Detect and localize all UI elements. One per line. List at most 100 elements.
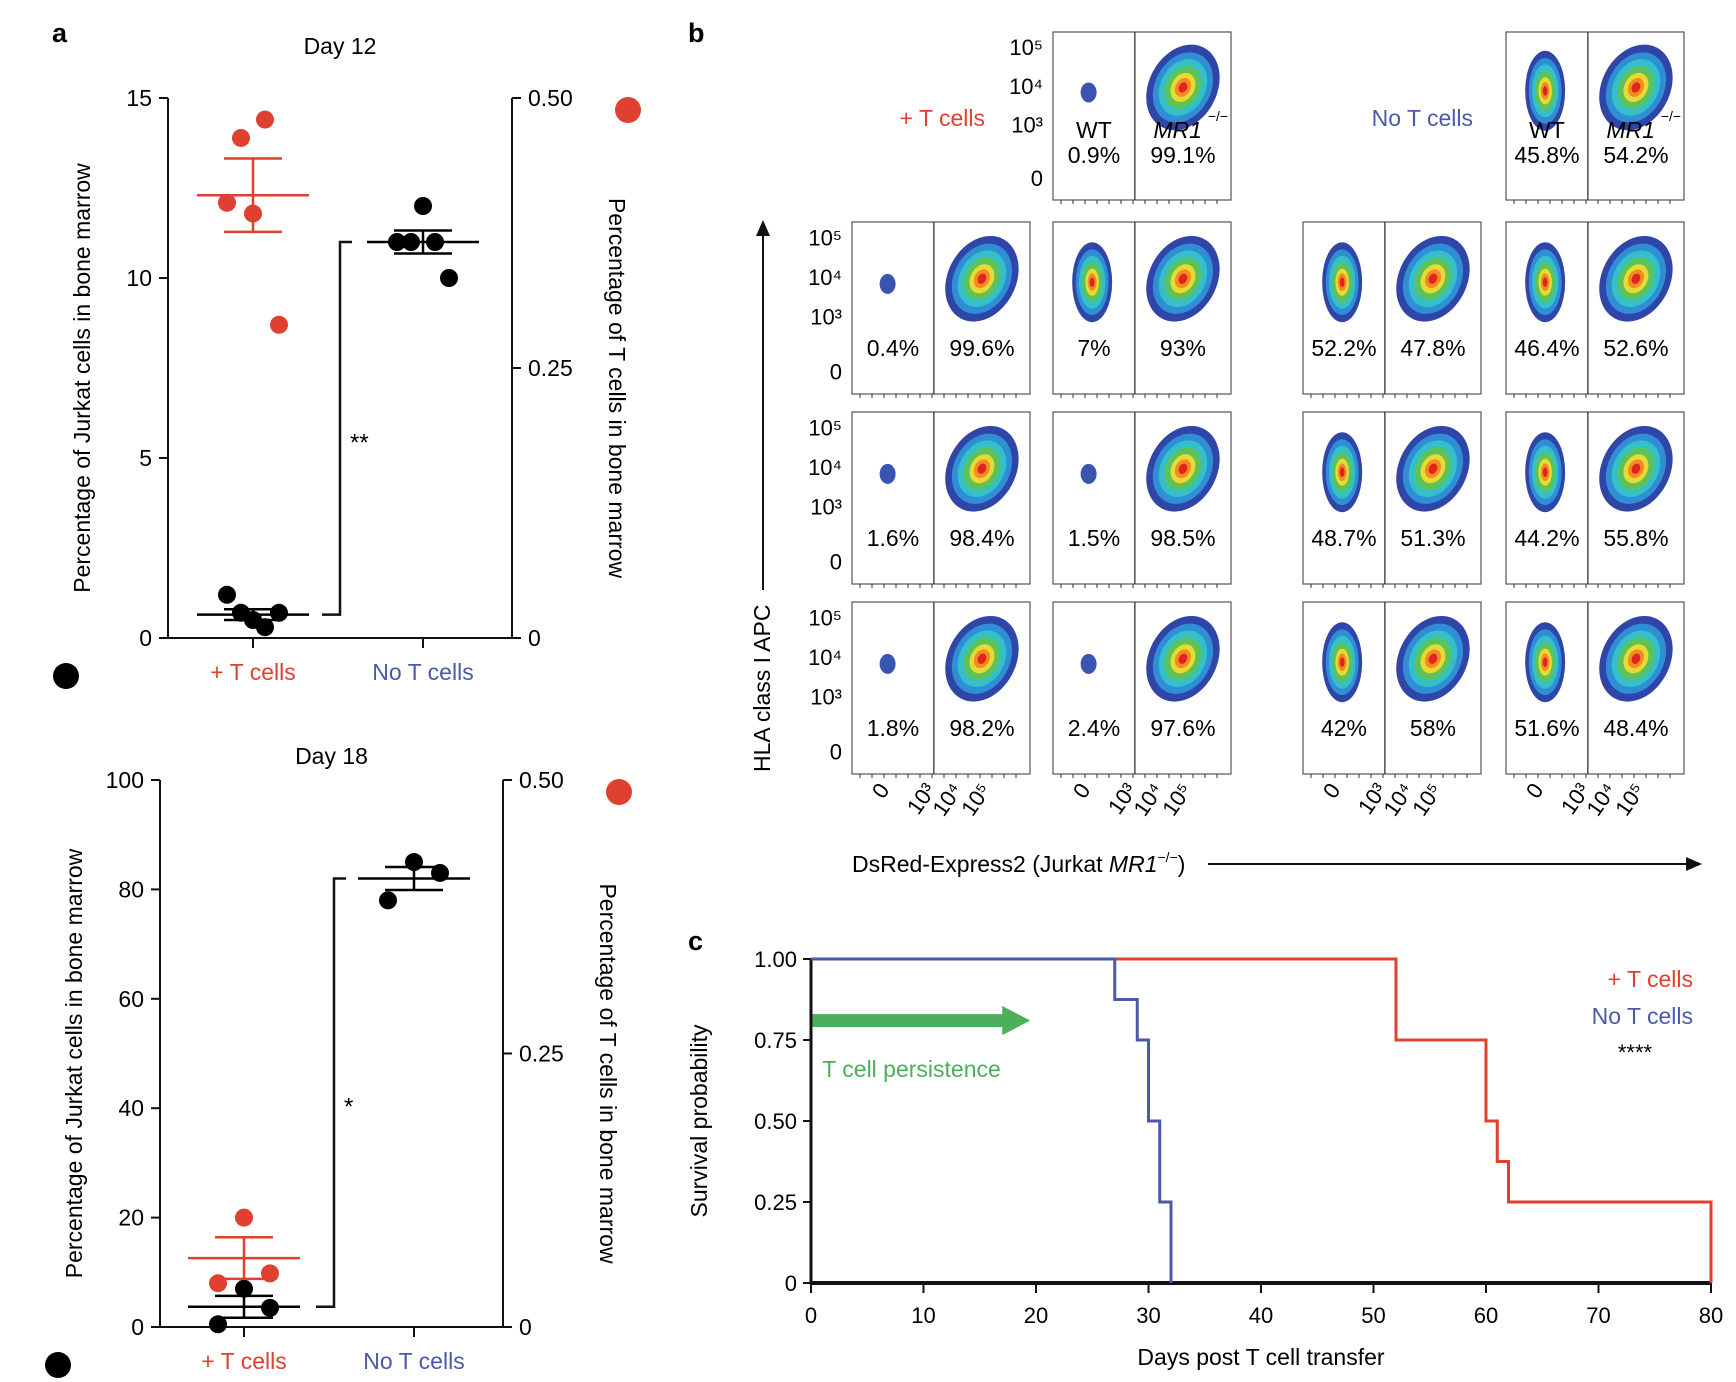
flow-plot: 48.7% 51.3% <box>1302 411 1482 588</box>
y-tick-label: 0 <box>830 550 842 575</box>
mr1-population <box>945 615 1019 702</box>
wt-percentage: 0.4% <box>867 335 919 361</box>
x-tick-label: 50 <box>1361 1303 1385 1328</box>
density-contour <box>1178 463 1188 474</box>
group-label-t-cells: + T cells <box>900 105 985 131</box>
mr1-percentage: 99.6% <box>949 335 1014 361</box>
data-point <box>244 204 262 223</box>
density-contour <box>1542 467 1548 477</box>
left-axis-tick-label: 10 <box>126 265 152 291</box>
left-axis-tick-label: 20 <box>118 1205 144 1231</box>
left-axis-tick-label: 60 <box>118 986 144 1012</box>
right-axis-tick-label: 0.50 <box>528 85 573 111</box>
flow-plot: 51.6% 48.4% <box>1505 601 1685 778</box>
mr1-population <box>1599 44 1673 131</box>
mr1-population <box>1146 615 1220 702</box>
density-contour <box>977 273 987 284</box>
data-point <box>218 193 236 212</box>
wt-population <box>1080 653 1097 674</box>
wt-percentage: 45.8% <box>1514 142 1579 168</box>
data-point <box>388 233 406 251</box>
data-point <box>414 197 432 215</box>
x-axis-category-label: No T cells <box>372 659 473 685</box>
mr1-percentage: 54.2% <box>1603 142 1668 168</box>
mr1-population <box>1396 425 1470 512</box>
flow-plot: 1.5% 98.5% <box>1052 411 1232 588</box>
left-axis-label: Percentage of Jurkat cells in bone marro… <box>61 848 87 1278</box>
x-tick-label: 70 <box>1586 1303 1610 1328</box>
wt-header: WT <box>1076 117 1112 143</box>
panel-letter-a: a <box>52 18 68 48</box>
data-point <box>244 611 262 629</box>
density-contour <box>1428 273 1438 284</box>
mr1-percentage: 51.3% <box>1400 525 1465 551</box>
significance-bracket <box>316 877 346 1309</box>
wt-percentage: 44.2% <box>1514 525 1579 551</box>
y-tick-label: 10³ <box>810 305 842 330</box>
density-contour <box>977 653 987 664</box>
mr1-percentage: 99.1% <box>1150 142 1215 168</box>
mr1-percentage: 55.8% <box>1603 525 1668 551</box>
x-tick-label: 20 <box>1024 1303 1048 1328</box>
wt-population <box>879 273 896 294</box>
mr1-population <box>1146 44 1220 131</box>
survival-chart: T cell persistence 0 0.25 0.50 0.75 1.00 0 10 20… <box>686 947 1723 1370</box>
right-axis-label: Percentage of T cells in bone marrow <box>595 883 621 1264</box>
significance-label: * <box>344 1094 353 1121</box>
density-contour <box>1339 277 1345 287</box>
chart-title: Day 12 <box>304 33 377 59</box>
density-contour <box>977 463 987 474</box>
y-tick-label: 0 <box>830 740 842 765</box>
wt-population <box>879 653 896 674</box>
x-tick-label: 10⁵ <box>1407 779 1447 821</box>
left-axis-label: Percentage of Jurkat cells in bone marro… <box>69 163 95 593</box>
mr1-population <box>1146 235 1220 322</box>
density-contour <box>1631 82 1641 93</box>
density-contour <box>1339 467 1345 477</box>
survival-curve-no-t-cells <box>811 957 1173 1283</box>
y-axis-arrow-head <box>756 220 770 236</box>
density-contour <box>1339 657 1345 667</box>
y-tick-label: 10⁴ <box>808 645 842 670</box>
mr1-percentage: 98.5% <box>1150 525 1215 551</box>
wt-population <box>1322 622 1363 703</box>
right-axis-tick-label: 0.25 <box>519 1041 564 1067</box>
mr1-population <box>1599 235 1673 322</box>
y-tick-label: 0 <box>830 360 842 385</box>
left-axis-tick-label: 15 <box>126 85 152 111</box>
data-point <box>209 1315 227 1334</box>
x-axis-category-label: + T cells <box>210 659 295 685</box>
survival-curve-t-cells <box>811 957 1713 1283</box>
right-axis-tick-label: 0.50 <box>519 767 564 793</box>
data-point <box>379 891 397 910</box>
persistence-label: T cell persistence <box>822 1056 1001 1082</box>
wt-population <box>1080 82 1097 103</box>
x-tick-label: 10⁵ <box>956 779 996 821</box>
data-point <box>235 1279 253 1298</box>
density-contour <box>1542 657 1548 667</box>
flow-plot: 42% 58% <box>1302 601 1482 778</box>
left-axis-tick-label: 0 <box>139 625 152 651</box>
density-contour <box>1631 273 1641 284</box>
wt-percentage: 48.7% <box>1311 525 1376 551</box>
wt-population <box>1080 463 1097 484</box>
wt-percentage: 1.6% <box>867 525 919 551</box>
flow-plot: 45.8% 54.2% WT MR1 −/− <box>1505 31 1685 204</box>
mr1-percentage: 58% <box>1410 715 1456 741</box>
mr1-percentage: 48.4% <box>1603 715 1668 741</box>
wt-population <box>1525 432 1566 513</box>
density-contour <box>1178 653 1188 664</box>
wt-percentage: 42% <box>1321 715 1367 741</box>
flow-plot: 0.4% 99.6% <box>851 221 1031 398</box>
legend-tcell-dot <box>615 97 641 123</box>
flow-plot: 44.2% 55.8% <box>1505 411 1685 588</box>
day12-dot-plot: Day 12 0 5 10 15 + T cells No T cells 0 0.25 0.50… <box>53 33 641 689</box>
flow-plot: 1.6% 98.4% <box>851 411 1031 588</box>
mr1-header: MR1 <box>1153 117 1202 143</box>
data-point <box>431 863 449 882</box>
data-point <box>209 1274 227 1293</box>
x-tick-label: 40 <box>1249 1303 1273 1328</box>
density-contour <box>1089 277 1095 287</box>
chart-title: Day 18 <box>295 743 368 769</box>
left-axis-tick-label: 0 <box>131 1314 144 1340</box>
